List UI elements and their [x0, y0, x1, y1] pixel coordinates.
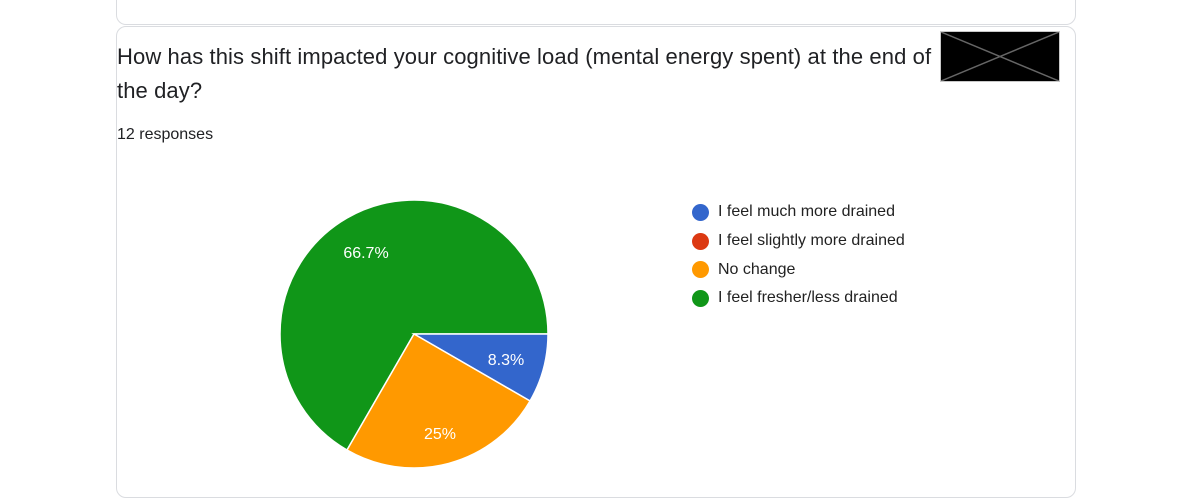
legend-item-no-change[interactable]: No change — [692, 255, 905, 284]
broken-image-icon[interactable] — [940, 31, 1060, 82]
chart-legend: I feel much more drained I feel slightly… — [692, 198, 905, 313]
pie-chart: 66.7% 8.3% 25% — [279, 199, 549, 469]
slice-label-blue: 8.3% — [488, 352, 524, 369]
legend-dot-icon — [692, 232, 709, 250]
legend-item-fresher[interactable]: I feel fresher/less drained — [692, 284, 905, 313]
slice-label-orange: 25% — [424, 426, 456, 443]
legend-label: I feel slightly more drained — [718, 232, 905, 250]
legend-label: I feel much more drained — [718, 203, 895, 221]
legend-item-slightly-more-drained[interactable]: I feel slightly more drained — [692, 227, 905, 256]
question-title: How has this shift impacted your cogniti… — [117, 44, 932, 103]
question-card — [116, 26, 1076, 498]
legend-label: No change — [718, 260, 796, 278]
slice-fresher[interactable] — [279, 199, 549, 452]
slice-label-green: 66.7% — [343, 245, 388, 262]
legend-dot-icon — [692, 261, 709, 279]
slice-no-change[interactable] — [345, 332, 532, 469]
previous-question-card — [116, 0, 1076, 25]
legend-dot-icon — [692, 289, 709, 307]
legend-dot-icon — [692, 203, 709, 221]
legend-item-much-more-drained[interactable]: I feel much more drained — [692, 198, 905, 227]
legend-label: I feel fresher/less drained — [718, 289, 898, 307]
response-count: 12 responses — [117, 126, 214, 143]
